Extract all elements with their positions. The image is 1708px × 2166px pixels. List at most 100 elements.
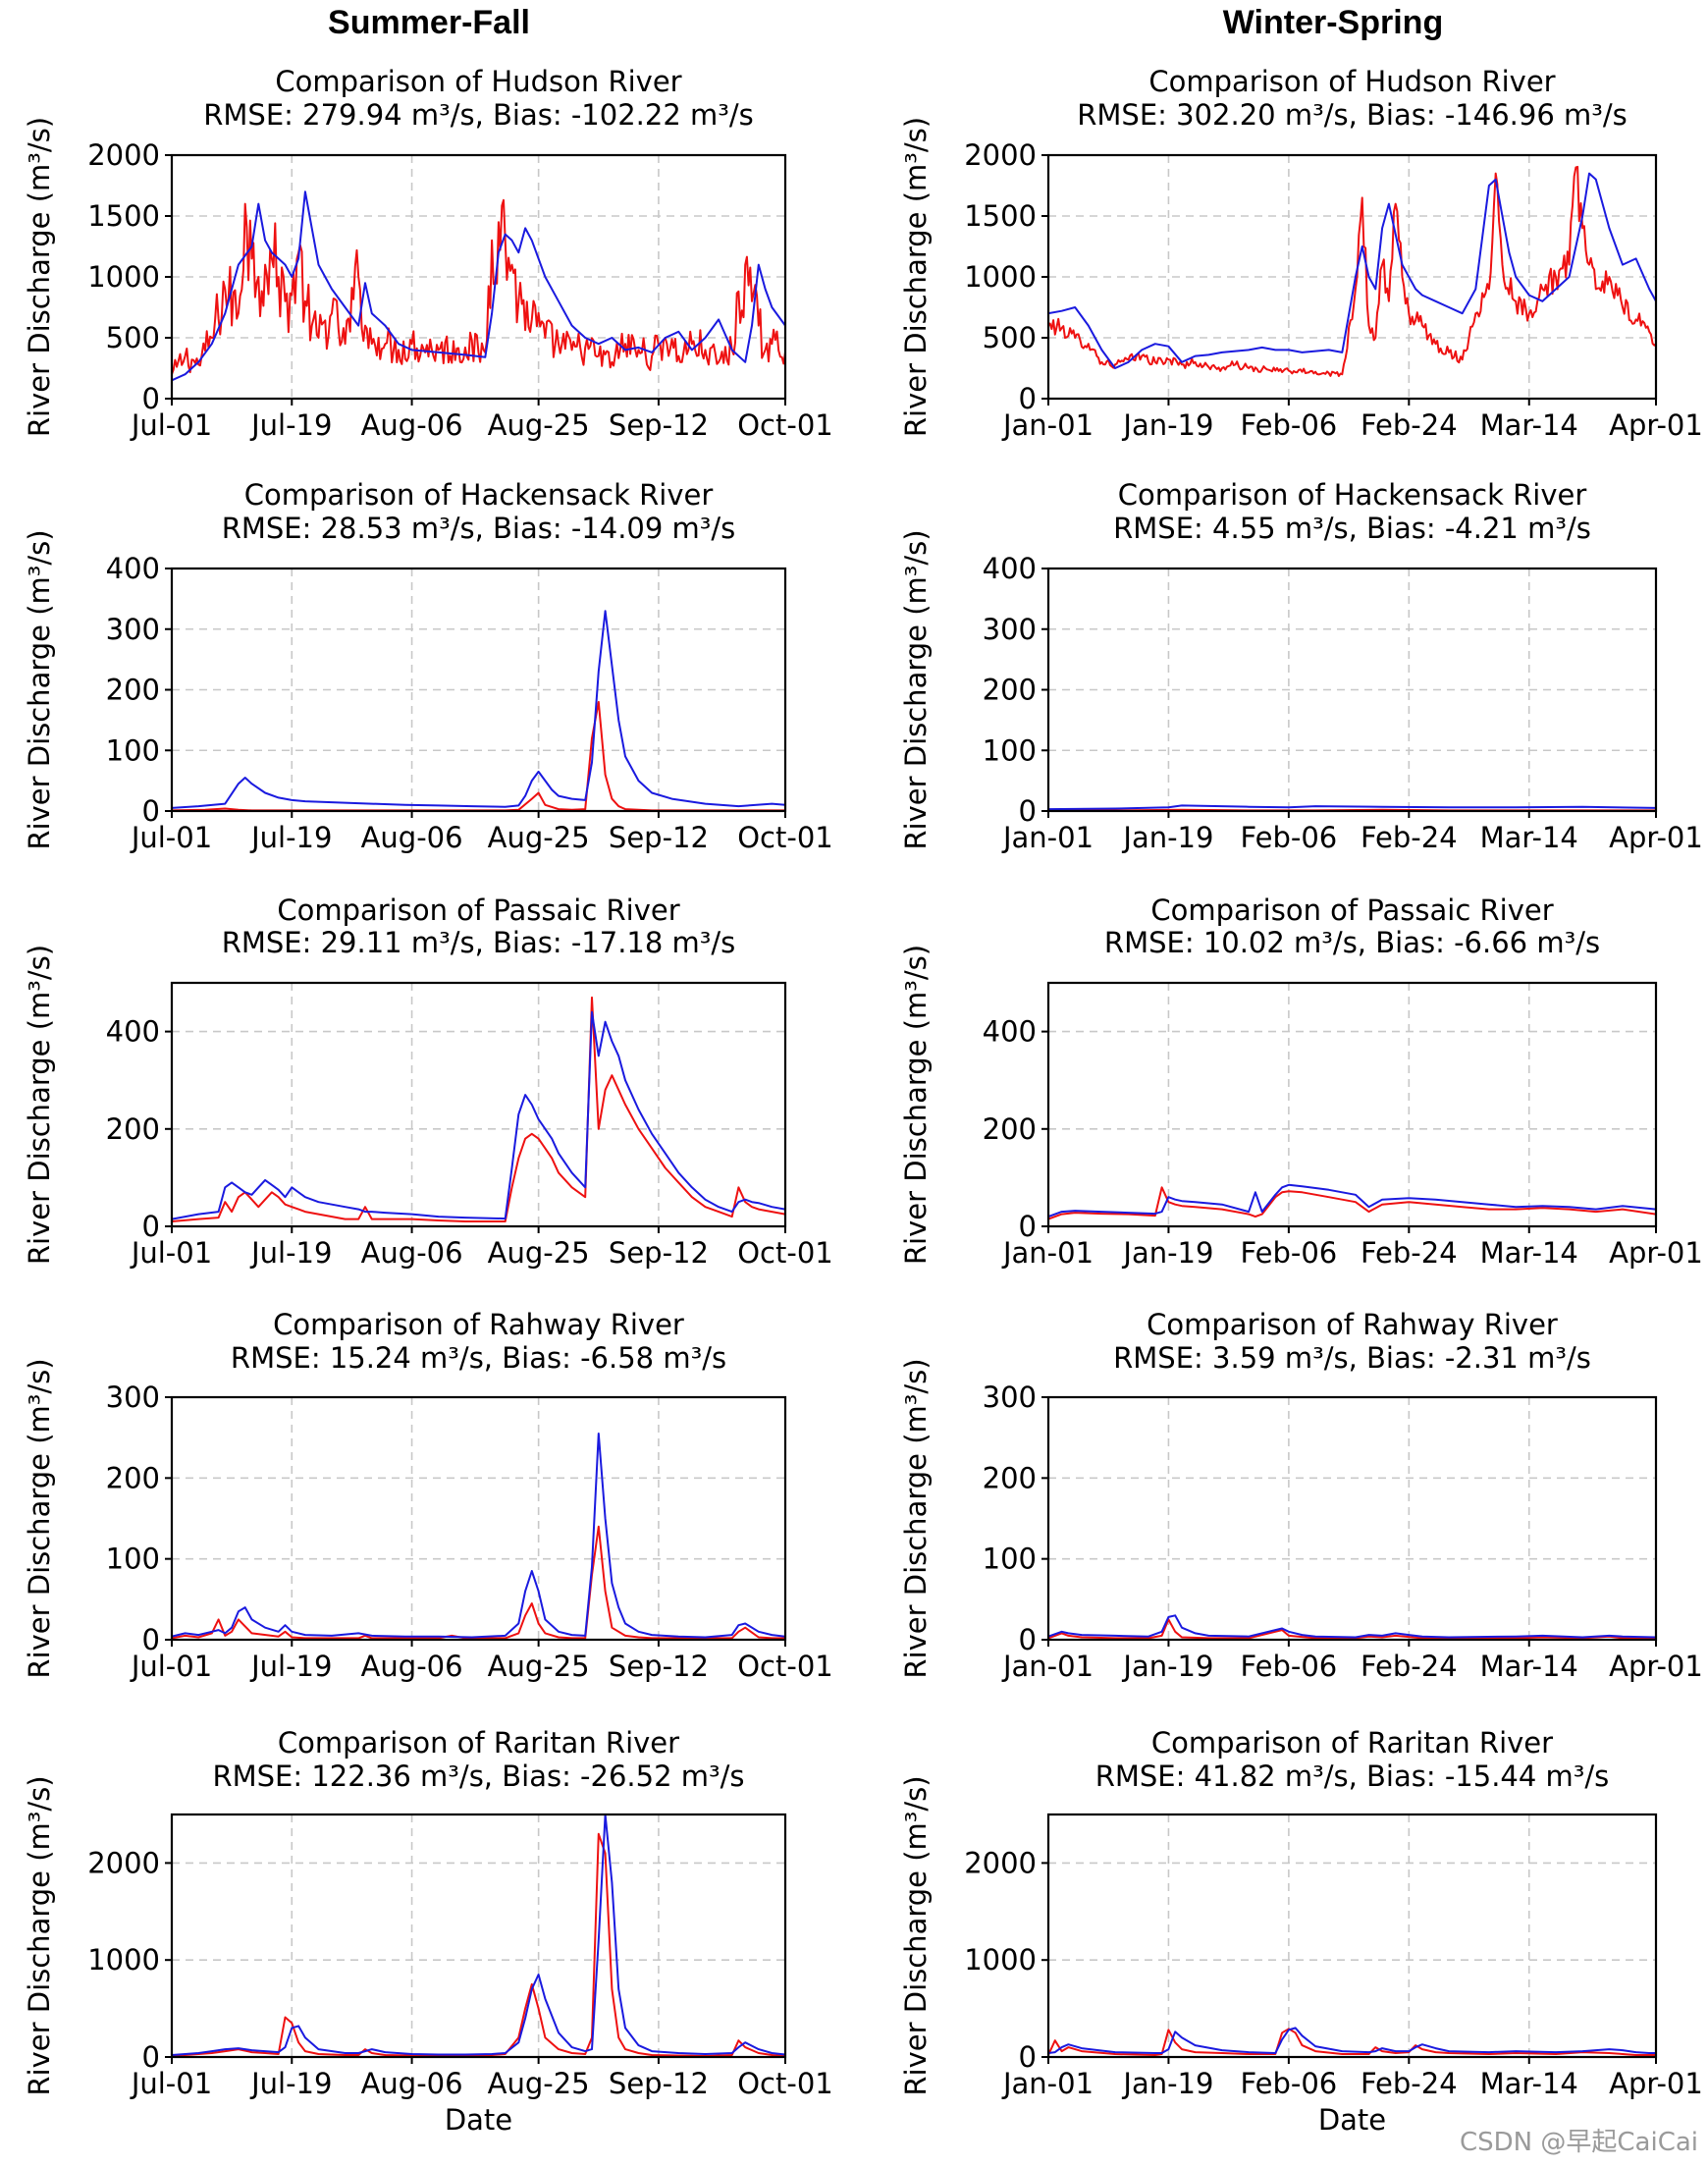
x-tick-label: Aug-25 — [488, 1236, 590, 1270]
y-axis-label: River Discharge (m³/s) — [899, 117, 933, 437]
plot-frame — [170, 1395, 787, 1642]
y-tick-label: 0 — [142, 382, 160, 415]
y-tick-label: 1500 — [964, 199, 1037, 233]
x-tick-label: Oct-01 — [737, 821, 833, 854]
y-axis-label: River Discharge (m³/s) — [899, 945, 933, 1265]
series-line-observed — [1048, 1618, 1656, 1640]
y-axis-label: River Discharge (m³/s) — [23, 1775, 56, 2095]
x-tick-label: Jan-01 — [1001, 2067, 1094, 2100]
x-tick-label: Feb-24 — [1361, 821, 1458, 854]
chart-title: Comparison of Hudson River — [275, 65, 681, 98]
x-tick-label: Jan-01 — [1001, 1236, 1094, 1270]
x-tick-label: Apr-01 — [1609, 408, 1703, 442]
x-tick-label: Aug-06 — [361, 2067, 463, 2100]
x-tick-label: Jan-19 — [1121, 821, 1213, 854]
x-tick-label: Sep-12 — [609, 821, 709, 854]
y-tick-label: 2000 — [87, 138, 160, 172]
y-tick-label: 100 — [983, 733, 1037, 767]
x-tick-label: Feb-06 — [1241, 821, 1338, 854]
x-tick-label: Apr-01 — [1609, 2067, 1703, 2100]
x-tick-label: Mar-14 — [1480, 2067, 1578, 2100]
chart-subtitle: RMSE: 29.11 m³/s, Bias: -17.18 m³/s — [222, 926, 736, 959]
series-line-modeled — [1048, 2027, 1656, 2054]
x-tick-label: Feb-06 — [1241, 1236, 1338, 1270]
series-line-modeled — [1048, 804, 1656, 811]
series-line-modeled — [172, 610, 785, 809]
chart-title: Comparison of Raritan River — [1151, 1726, 1553, 1760]
series-line-modeled — [172, 1814, 785, 2056]
series-line-modeled — [172, 190, 785, 382]
y-tick-label: 0 — [142, 1210, 160, 1243]
series-line-modeled — [172, 1010, 785, 1220]
y-tick-label: 100 — [106, 733, 160, 767]
y-tick-label: 300 — [983, 613, 1037, 646]
watermark: CSDN @早起CaiCai — [1460, 2128, 1698, 2157]
chart-subtitle: RMSE: 279.94 m³/s, Bias: -102.22 m³/s — [203, 98, 754, 132]
chart-title: Comparison of Hudson River — [1148, 65, 1555, 98]
x-tick-label: Apr-01 — [1609, 1650, 1703, 1683]
chart-title: Comparison of Hackensack River — [244, 478, 714, 512]
x-tick-label: Aug-25 — [488, 2067, 590, 2100]
y-tick-label: 300 — [106, 1381, 160, 1414]
y-tick-label: 500 — [106, 321, 160, 354]
chart-subtitle: RMSE: 10.02 m³/s, Bias: -6.66 m³/s — [1104, 926, 1600, 959]
y-tick-label: 1000 — [87, 1943, 160, 1976]
y-tick-label: 1000 — [964, 1943, 1037, 1976]
y-tick-label: 200 — [983, 1461, 1037, 1494]
y-tick-label: 2000 — [964, 138, 1037, 172]
series-line-observed — [172, 996, 785, 1222]
y-tick-label: 2000 — [87, 1846, 160, 1879]
chart-subtitle: RMSE: 3.59 m³/s, Bias: -2.31 m³/s — [1113, 1341, 1591, 1375]
y-tick-label: 200 — [106, 1112, 160, 1146]
x-tick-label: Aug-25 — [488, 821, 590, 854]
x-tick-label: Jul-19 — [249, 821, 332, 854]
x-tick-label: Jul-01 — [130, 1236, 212, 1270]
y-tick-label: 0 — [142, 794, 160, 828]
x-tick-label: Jul-19 — [249, 1236, 332, 1270]
x-tick-label: Jul-19 — [249, 408, 332, 442]
y-tick-label: 2000 — [964, 1846, 1037, 1879]
chart-title: Comparison of Rahway River — [1147, 1308, 1558, 1341]
x-tick-label: Mar-14 — [1480, 821, 1578, 854]
x-tick-label: Jan-19 — [1121, 1650, 1213, 1683]
y-axis-label: River Discharge (m³/s) — [23, 945, 56, 1265]
chart-subtitle: RMSE: 15.24 m³/s, Bias: -6.58 m³/s — [231, 1341, 726, 1375]
x-tick-label: Aug-25 — [488, 408, 590, 442]
x-axis-label: Date — [1318, 2103, 1386, 2137]
y-tick-label: 0 — [1019, 1623, 1037, 1656]
chart-subtitle: RMSE: 28.53 m³/s, Bias: -14.09 m³/s — [222, 512, 736, 545]
y-axis-label: River Discharge (m³/s) — [23, 117, 56, 437]
x-tick-label: Oct-01 — [737, 408, 833, 442]
chart-title: Comparison of Raritan River — [278, 1726, 679, 1760]
x-tick-label: Aug-25 — [488, 1650, 590, 1683]
y-tick-label: 0 — [1019, 1210, 1037, 1243]
x-tick-label: Jan-01 — [1001, 408, 1094, 442]
x-tick-label: Sep-12 — [609, 2067, 709, 2100]
series-line-modeled — [172, 1433, 785, 1639]
chart-subtitle: RMSE: 302.20 m³/s, Bias: -146.96 m³/s — [1077, 98, 1628, 132]
x-tick-label: Feb-24 — [1361, 1236, 1458, 1270]
chart-title: Comparison of Passaic River — [1150, 893, 1553, 927]
column-title-winter-spring: Winter-Spring — [1223, 4, 1443, 41]
series-line-modeled — [1048, 172, 1656, 369]
series-line-observed — [172, 1525, 785, 1640]
x-tick-label: Jan-01 — [1001, 821, 1094, 854]
x-axis-label: Date — [445, 2103, 512, 2137]
x-tick-label: Aug-06 — [361, 1650, 463, 1683]
x-tick-label: Aug-06 — [361, 1236, 463, 1270]
x-tick-label: Feb-06 — [1241, 408, 1338, 442]
x-tick-label: Jul-01 — [130, 821, 212, 854]
x-tick-label: Jan-01 — [1001, 1650, 1094, 1683]
x-tick-label: Apr-01 — [1609, 1236, 1703, 1270]
y-tick-label: 100 — [106, 1543, 160, 1576]
y-tick-label: 1000 — [964, 260, 1037, 294]
plot-frame — [170, 981, 787, 1228]
